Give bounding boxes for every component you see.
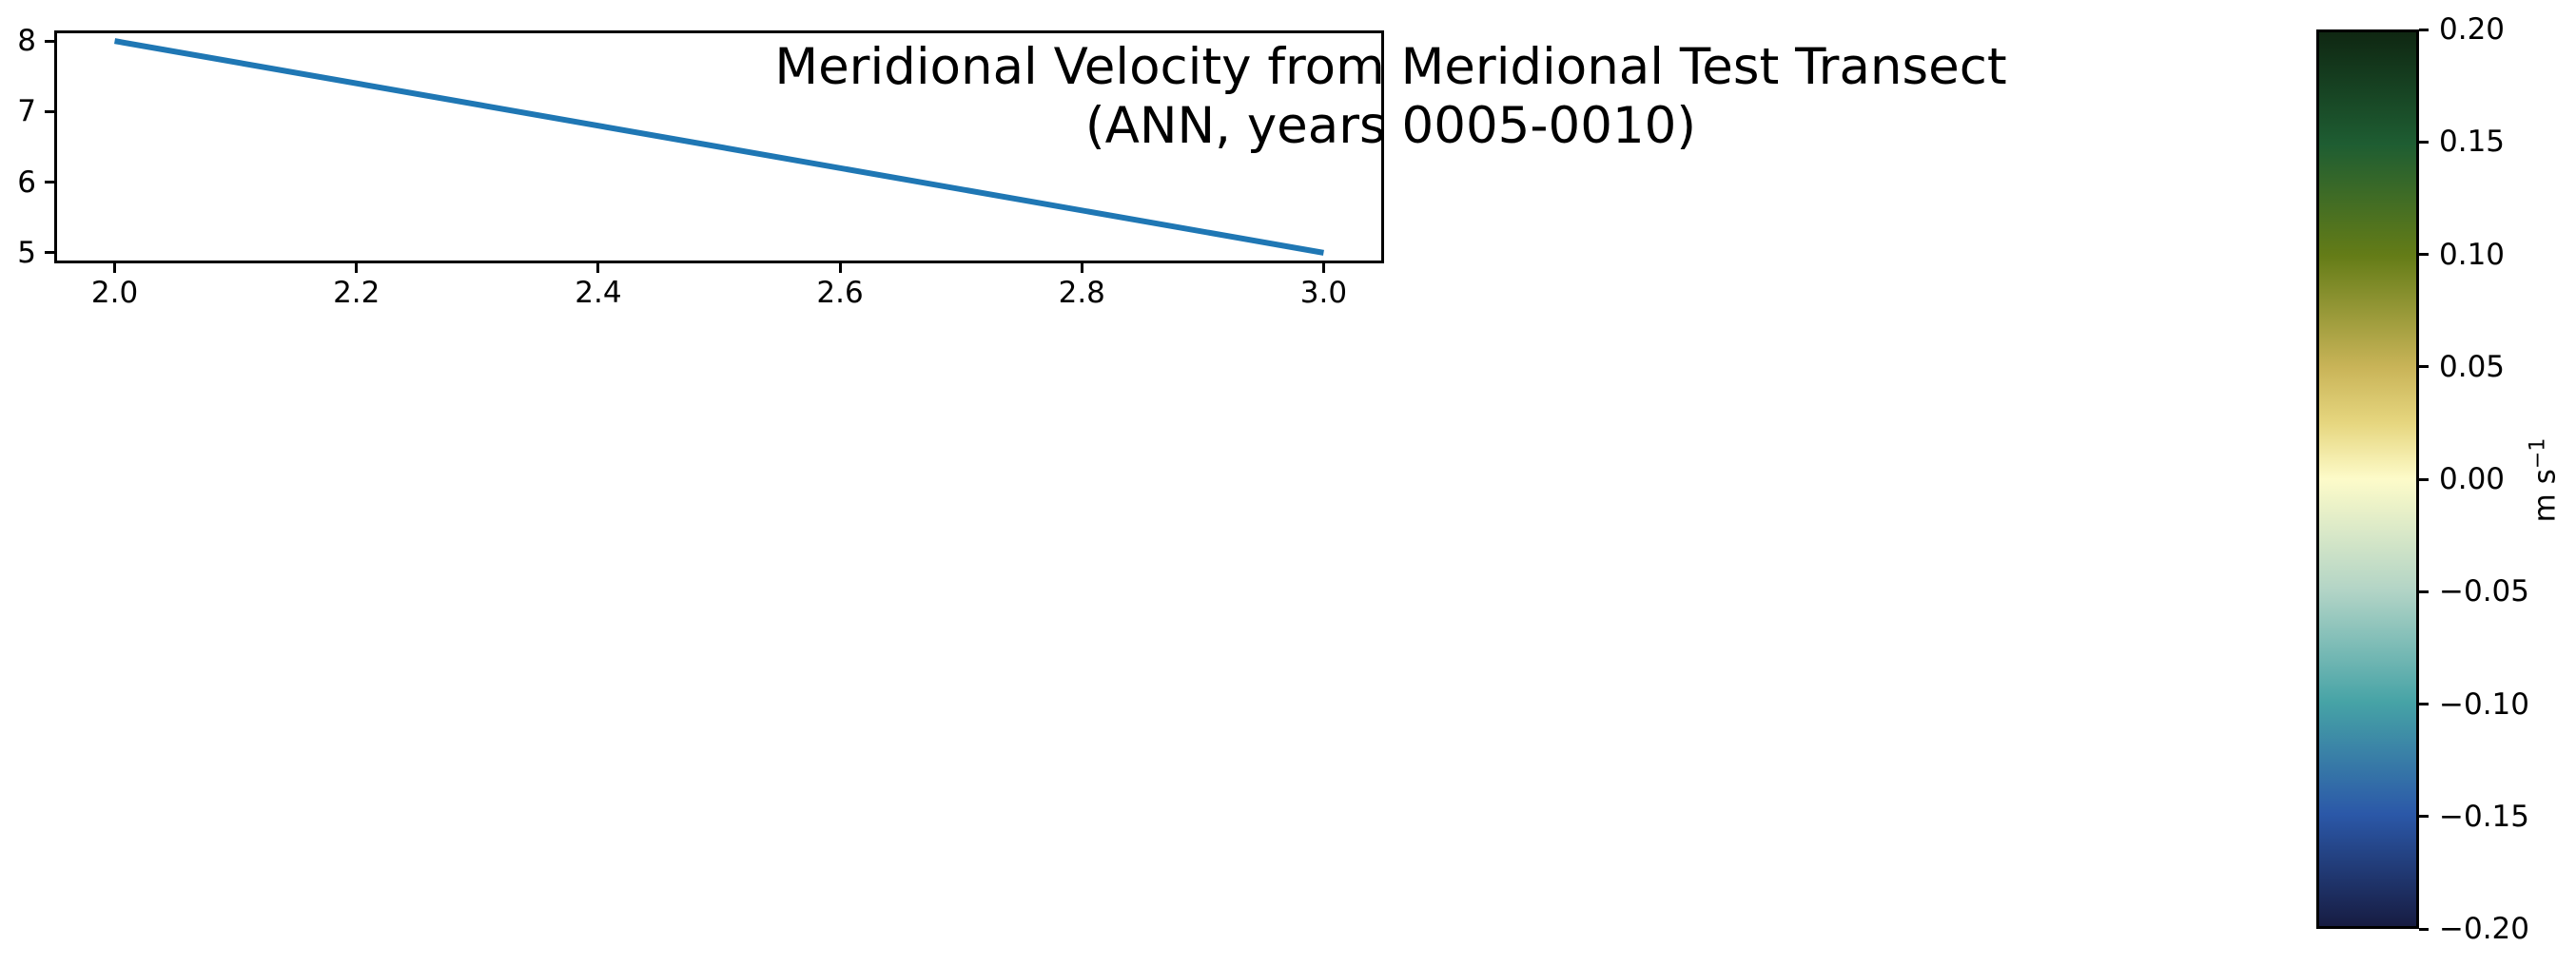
colorbar-tick — [2419, 28, 2429, 31]
y-tick — [45, 39, 54, 43]
x-tick — [1321, 263, 1325, 273]
colorbar-tick-label: −0.20 — [2439, 912, 2529, 946]
x-tick — [1080, 263, 1083, 273]
colorbar-tick — [2419, 253, 2429, 256]
colorbar-tick-label: 0.15 — [2439, 125, 2506, 160]
y-tick-label: 5 — [17, 235, 36, 270]
colorbar-tick-label: 0.20 — [2439, 12, 2506, 47]
colorbar-tick — [2419, 927, 2429, 931]
plot-title-line2: (ANN, years 0005-0010) — [1084, 97, 1697, 155]
colorbar-unit-text: m s — [2527, 469, 2563, 523]
plot-title-line1: Meridional Velocity from Meridional Test… — [774, 38, 2007, 96]
x-tick — [355, 263, 359, 273]
colorbar-tick — [2419, 140, 2429, 144]
y-tick — [45, 181, 54, 184]
colorbar-tick — [2419, 365, 2429, 369]
colorbar-tick-label: −0.05 — [2439, 574, 2529, 609]
x-tick — [596, 263, 600, 273]
x-tick-label: 2.6 — [816, 276, 864, 310]
plot-axes — [54, 30, 1384, 263]
x-tick — [113, 263, 117, 273]
colorbar — [2316, 29, 2419, 929]
y-tick-label: 6 — [17, 164, 36, 200]
x-tick-label: 2.8 — [1058, 276, 1105, 310]
colorbar-tick-label: −0.10 — [2439, 686, 2529, 722]
colorbar-tick-label: −0.15 — [2439, 799, 2529, 834]
y-tick-label: 8 — [17, 24, 36, 59]
colorbar-tick — [2419, 815, 2429, 819]
colorbar-tick-label: 0.05 — [2439, 349, 2506, 384]
y-tick — [45, 109, 54, 113]
colorbar-tick-label: 0.10 — [2439, 237, 2506, 272]
x-tick-label: 2.2 — [333, 276, 381, 310]
colorbar-tick — [2419, 477, 2429, 481]
plot-title: Meridional Velocity from Meridional Test… — [774, 38, 2006, 156]
y-tick — [45, 251, 54, 255]
colorbar-tick — [2419, 703, 2429, 705]
transect-data-line — [114, 38, 1324, 256]
data-line-svg — [114, 38, 1324, 256]
x-tick-label: 2.4 — [575, 276, 622, 310]
colorbar-unit-label: m s−1 — [2522, 437, 2563, 523]
x-tick-label: 3.0 — [1299, 276, 1348, 310]
colorbar-unit-exponent: −1 — [2526, 437, 2550, 470]
colorbar-tick-label: 0.00 — [2439, 462, 2506, 496]
colorbar-tick — [2419, 589, 2429, 593]
y-tick-label: 7 — [17, 94, 36, 129]
x-tick-label: 2.0 — [90, 276, 139, 310]
x-tick — [838, 263, 842, 273]
